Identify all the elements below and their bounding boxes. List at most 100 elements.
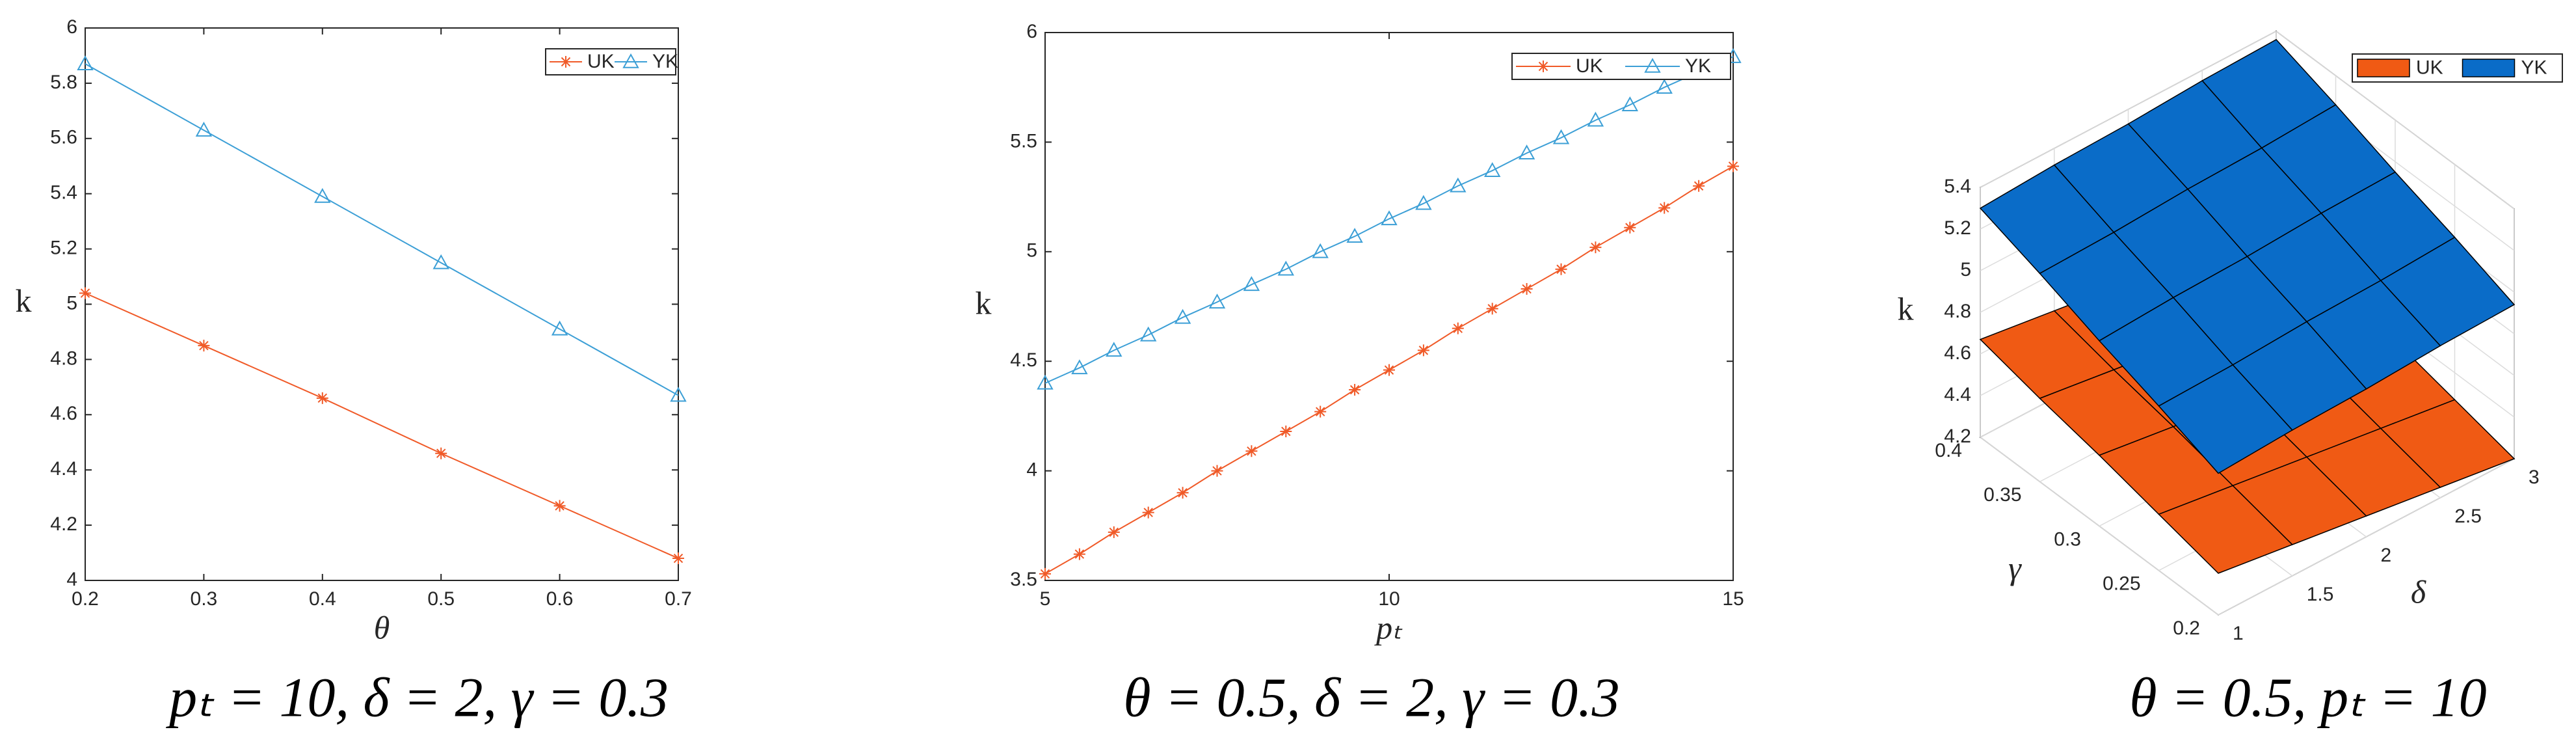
series-line <box>1044 56 1734 384</box>
x-tick-label: 2 <box>2381 545 2392 566</box>
data-point <box>1417 344 1429 357</box>
legend-marker <box>1537 61 1549 72</box>
y-tick-label: 3.5 <box>1010 569 1037 590</box>
data-point <box>1245 445 1258 457</box>
legend-label: UK <box>587 51 615 72</box>
data-point <box>316 392 328 404</box>
y-tick-label: 4 <box>66 569 77 590</box>
y-axis-label: k <box>976 284 992 321</box>
data-point <box>1658 202 1671 214</box>
data-point <box>1520 283 1533 295</box>
data-point <box>1208 293 1226 309</box>
data-point <box>198 340 210 352</box>
data-point <box>435 447 447 459</box>
x-tick-label: 2.5 <box>2454 506 2482 527</box>
series-line <box>85 292 679 559</box>
y-tick-label: 4.8 <box>50 347 77 369</box>
y-tick-label: 5.4 <box>50 182 77 204</box>
data-point <box>1073 548 1085 560</box>
data-point <box>1174 308 1191 324</box>
data-point <box>1727 160 1739 172</box>
legend-marker <box>560 56 572 68</box>
data-point <box>1243 276 1260 292</box>
data-point <box>1280 425 1292 437</box>
data-point <box>1656 79 1673 94</box>
data-point <box>1349 383 1361 396</box>
data-point <box>672 552 684 565</box>
data-point <box>1383 364 1395 376</box>
z-tick-label: 4.8 <box>1944 301 1971 322</box>
data-point <box>1587 111 1604 127</box>
x-axis-label: θ <box>374 609 390 645</box>
z-tick-label: 5.4 <box>1944 176 1971 197</box>
y-axis-label: k <box>16 282 32 319</box>
data-point <box>1108 526 1120 538</box>
data-point <box>1450 177 1467 193</box>
x-tick-label: 5 <box>1040 588 1051 610</box>
data-point <box>1346 228 1363 243</box>
data-point <box>1211 465 1223 477</box>
y-tick-label: 4.5 <box>1010 349 1037 371</box>
y-tick-label: 6 <box>66 16 77 38</box>
data-point <box>1176 487 1189 499</box>
data-point <box>1693 180 1705 192</box>
grid-line <box>1980 31 2277 188</box>
z-tick-label: 5 <box>1960 259 1971 280</box>
x-tick-label: 0.6 <box>546 588 574 610</box>
surface-cell <box>2158 364 2293 474</box>
legend-swatch <box>2357 59 2410 77</box>
y-tick-label: 4.4 <box>50 458 77 480</box>
data-point <box>1555 263 1567 275</box>
y-tick-label: 5.2 <box>50 238 77 259</box>
y-tick-label: 4.6 <box>50 403 77 424</box>
x-tick-label: 0.7 <box>665 588 692 610</box>
data-point <box>1039 567 1051 580</box>
y-tick-label: 0.25 <box>2103 573 2140 595</box>
series-line <box>85 63 679 396</box>
x-tick-label: 0.4 <box>309 588 336 610</box>
z-tick-label: 5.2 <box>1944 217 1971 239</box>
legend-label: YK <box>2521 57 2547 78</box>
x-tick-label: 0.3 <box>191 588 218 610</box>
caption: θ = 0.5, pₜ = 10 <box>2129 666 2486 729</box>
caption: pₜ = 10, δ = 2, γ = 0.3 <box>165 666 669 729</box>
data-point <box>1037 374 1054 390</box>
x-axis-label: δ <box>2411 573 2426 610</box>
data-point <box>1484 162 1501 177</box>
data-point <box>1589 241 1602 254</box>
x-tick-label: 0.5 <box>427 588 455 610</box>
y-tick-label: 5.6 <box>50 127 77 148</box>
grid-line <box>2218 458 2515 616</box>
data-point <box>1071 359 1088 375</box>
x-tick-label: 0.2 <box>72 588 99 610</box>
data-point <box>553 500 566 512</box>
legend-label: YK <box>652 51 678 72</box>
y-tick-label: 0.3 <box>2054 528 2081 550</box>
legend-label: UK <box>2416 57 2443 78</box>
data-point <box>77 55 94 70</box>
data-point <box>1312 243 1329 258</box>
legend-marker <box>1644 57 1661 73</box>
data-point <box>1277 260 1294 276</box>
legend-label: YK <box>1685 55 1711 77</box>
data-point <box>1106 342 1122 357</box>
x-axis-label: pₜ <box>1374 609 1403 645</box>
x-tick-label: 15 <box>1722 588 1744 610</box>
y-axis-label: γ <box>2008 550 2022 586</box>
data-point <box>1314 405 1327 418</box>
caption: θ = 0.5, δ = 2, γ = 0.3 <box>1123 666 1619 729</box>
y-tick-label: 4 <box>1026 459 1037 481</box>
x-tick-label: 1 <box>2233 623 2244 644</box>
data-point <box>670 387 687 402</box>
data-point <box>432 254 449 269</box>
y-tick-label: 5 <box>66 292 77 314</box>
y-tick-label: 0.2 <box>2173 618 2200 639</box>
data-point <box>1140 326 1157 342</box>
data-point <box>1486 303 1498 315</box>
data-point <box>79 287 91 299</box>
data-point <box>1415 195 1432 210</box>
z-axis-label: k <box>1898 290 1914 327</box>
data-point <box>1142 506 1154 519</box>
